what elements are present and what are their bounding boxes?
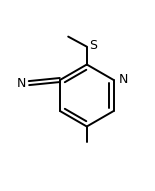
- Text: S: S: [90, 39, 98, 52]
- Text: N: N: [119, 73, 128, 86]
- Text: N: N: [17, 77, 26, 90]
